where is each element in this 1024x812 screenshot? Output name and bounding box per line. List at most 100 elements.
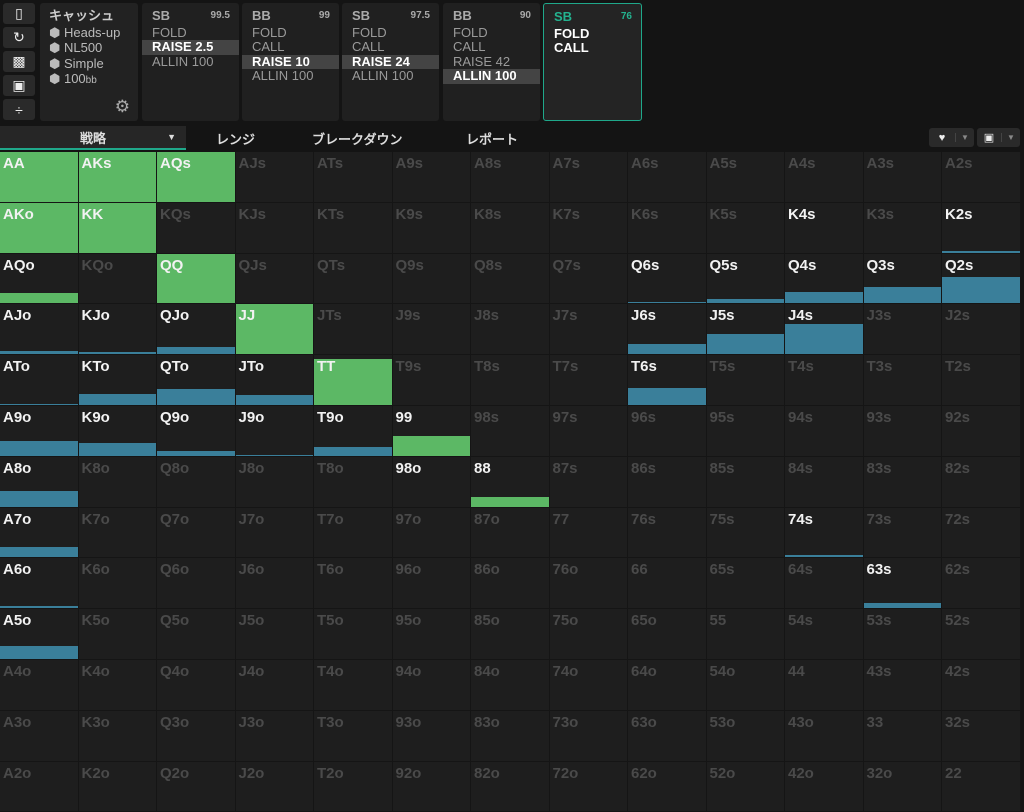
hand-cell-JTo[interactable]: JTo <box>235 355 314 406</box>
hand-cell-62s[interactable]: 62s <box>942 558 1021 610</box>
hand-cell-A6o[interactable]: A6o <box>0 558 79 610</box>
chevron-down-icon[interactable]: ▼ <box>167 132 176 142</box>
hand-cell-QTo[interactable]: QTo <box>157 355 236 406</box>
hand-cell-A2o[interactable]: A2o <box>0 761 79 812</box>
hand-cell-AQo[interactable]: AQo <box>0 253 79 305</box>
action-card-sb[interactable]: SB 76 FOLD CALL <box>543 3 642 121</box>
hand-cell-T5s[interactable]: T5s <box>706 355 785 406</box>
hand-cell-T9s[interactable]: T9s <box>392 355 471 406</box>
action-option[interactable]: ALLIN 100 <box>252 68 314 84</box>
hand-cell-54s[interactable]: 54s <box>785 609 864 660</box>
action-card-sb[interactable]: SB 97.5 FOLD CALL RAISE 24 ALLIN 100 <box>342 3 439 121</box>
hand-cell-86o[interactable]: 86o <box>471 558 550 610</box>
hand-cell-A3s[interactable]: A3s <box>863 152 942 203</box>
tab-breakdown[interactable]: ブレークダウン <box>312 131 403 147</box>
hand-cell-ATs[interactable]: ATs <box>314 152 393 203</box>
hand-cell-A4s[interactable]: A4s <box>785 152 864 203</box>
action-option[interactable]: RAISE 24 <box>342 54 439 70</box>
hand-cell-T7s[interactable]: T7s <box>549 355 628 406</box>
hand-cell-33[interactable]: 33 <box>863 710 942 762</box>
hand-cell-32s[interactable]: 32s <box>942 710 1021 762</box>
action-option[interactable]: CALL <box>252 39 285 55</box>
hand-cell-T6s[interactable]: T6s <box>628 355 707 406</box>
hand-cell-K8o[interactable]: K8o <box>78 456 157 508</box>
hand-cell-65s[interactable]: 65s <box>706 558 785 610</box>
hand-cell-Q4o[interactable]: Q4o <box>157 660 236 711</box>
hand-cell-J5s[interactable]: J5s <box>706 304 785 356</box>
action-option[interactable]: FOLD <box>152 24 187 40</box>
action-option[interactable]: CALL <box>352 39 385 55</box>
hand-cell-73o[interactable]: 73o <box>549 710 628 762</box>
hand-cell-KTs[interactable]: KTs <box>314 202 393 254</box>
hand-cell-T8s[interactable]: T8s <box>471 355 550 406</box>
hand-cell-53o[interactable]: 53o <box>706 710 785 762</box>
hand-cell-J4s[interactable]: J4s <box>785 304 864 356</box>
hand-cell-T4o[interactable]: T4o <box>314 660 393 711</box>
hand-cell-J7s[interactable]: J7s <box>549 304 628 356</box>
hand-cell-J7o[interactable]: J7o <box>235 507 314 559</box>
hand-cell-62o[interactable]: 62o <box>628 761 707 812</box>
hand-cell-KK[interactable]: KK <box>78 202 157 254</box>
hand-cell-Q3o[interactable]: Q3o <box>157 710 236 762</box>
hand-cell-A7s[interactable]: A7s <box>549 152 628 203</box>
hand-cell-AKo[interactable]: AKo <box>0 202 79 254</box>
hand-cell-75s[interactable]: 75s <box>706 507 785 559</box>
hand-cell-J4o[interactable]: J4o <box>235 660 314 711</box>
hand-cell-Q2s[interactable]: Q2s <box>942 253 1021 305</box>
hand-cell-K4o[interactable]: K4o <box>78 660 157 711</box>
tab-report[interactable]: レポート <box>466 131 519 147</box>
hand-cell-84o[interactable]: 84o <box>471 660 550 711</box>
hand-cell-96o[interactable]: 96o <box>392 558 471 610</box>
hand-cell-85o[interactable]: 85o <box>471 609 550 660</box>
hand-cell-A7o[interactable]: A7o <box>0 507 79 559</box>
hand-cell-53s[interactable]: 53s <box>863 609 942 660</box>
hand-cell-98s[interactable]: 98s <box>471 406 550 457</box>
hand-cell-99[interactable]: 99 <box>392 406 471 457</box>
hand-cell-K2s[interactable]: K2s <box>942 202 1021 254</box>
hand-cell-A5o[interactable]: A5o <box>0 609 79 660</box>
hand-cell-95o[interactable]: 95o <box>392 609 471 660</box>
hand-cell-72s[interactable]: 72s <box>942 507 1021 559</box>
hand-cell-76o[interactable]: 76o <box>549 558 628 610</box>
hand-cell-K6s[interactable]: K6s <box>628 202 707 254</box>
hand-cell-A8o[interactable]: A8o <box>0 456 79 508</box>
hand-cell-55[interactable]: 55 <box>706 609 785 660</box>
hand-cell-AKs[interactable]: AKs <box>78 152 157 203</box>
hand-cell-97s[interactable]: 97s <box>549 406 628 457</box>
hand-cell-95s[interactable]: 95s <box>706 406 785 457</box>
hand-cell-94s[interactable]: 94s <box>785 406 864 457</box>
action-option[interactable]: RAISE 10 <box>242 54 339 70</box>
hand-cell-KQs[interactable]: KQs <box>157 202 236 254</box>
hand-cell-22[interactable]: 22 <box>942 761 1021 812</box>
hand-cell-73s[interactable]: 73s <box>863 507 942 559</box>
hand-cell-77[interactable]: 77 <box>549 507 628 559</box>
action-card-bb[interactable]: BB 90 FOLD CALL RAISE 42 ALLIN 100 <box>443 3 540 121</box>
hand-cell-65o[interactable]: 65o <box>628 609 707 660</box>
hand-cell-K8s[interactable]: K8s <box>471 202 550 254</box>
hand-cell-76s[interactable]: 76s <box>628 507 707 559</box>
hand-cell-82o[interactable]: 82o <box>471 761 550 812</box>
hand-cell-Q5o[interactable]: Q5o <box>157 609 236 660</box>
hand-cell-ATo[interactable]: ATo <box>0 355 79 406</box>
hand-cell-J8s[interactable]: J8s <box>471 304 550 356</box>
hand-cell-64o[interactable]: 64o <box>628 660 707 711</box>
hand-cell-K5o[interactable]: K5o <box>78 609 157 660</box>
hand-cell-64s[interactable]: 64s <box>785 558 864 610</box>
hand-cell-T2s[interactable]: T2s <box>942 355 1021 406</box>
hand-cell-43o[interactable]: 43o <box>785 710 864 762</box>
action-option[interactable]: ALLIN 100 <box>352 68 414 84</box>
hand-cell-Q6s[interactable]: Q6s <box>628 253 707 305</box>
hand-cell-A9o[interactable]: A9o <box>0 406 79 457</box>
hand-cell-AJs[interactable]: AJs <box>235 152 314 203</box>
hand-cell-K7s[interactable]: K7s <box>549 202 628 254</box>
tab-strategy[interactable]: 戦略 ▼ <box>0 126 186 150</box>
hand-cell-KJs[interactable]: KJs <box>235 202 314 254</box>
hand-cell-K9o[interactable]: K9o <box>78 406 157 457</box>
hand-cell-J3s[interactable]: J3s <box>863 304 942 356</box>
hand-cell-JJ[interactable]: JJ <box>235 304 314 356</box>
hand-cell-32o[interactable]: 32o <box>863 761 942 812</box>
hand-cell-QTs[interactable]: QTs <box>314 253 393 305</box>
hand-cell-85s[interactable]: 85s <box>706 456 785 508</box>
hand-cell-96s[interactable]: 96s <box>628 406 707 457</box>
hand-cell-J8o[interactable]: J8o <box>235 456 314 508</box>
